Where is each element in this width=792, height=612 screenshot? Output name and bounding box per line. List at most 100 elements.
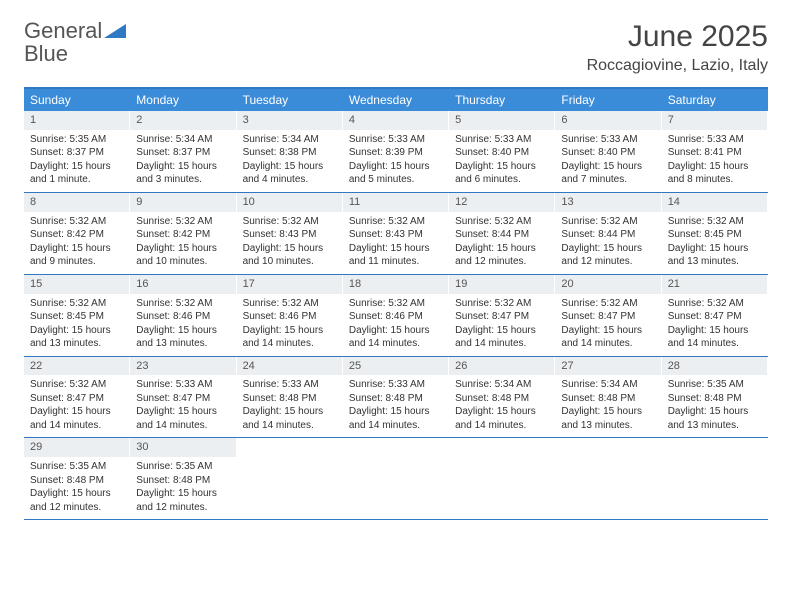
weekday-header: Thursday bbox=[449, 89, 555, 111]
day-content: Sunrise: 5:35 AMSunset: 8:37 PMDaylight:… bbox=[24, 130, 129, 192]
sunrise-line: Sunrise: 5:32 AM bbox=[136, 215, 229, 229]
day-number: 11 bbox=[343, 193, 448, 212]
day-cell: 10Sunrise: 5:32 AMSunset: 8:43 PMDayligh… bbox=[237, 193, 343, 274]
day-cell: 14Sunrise: 5:32 AMSunset: 8:45 PMDayligh… bbox=[662, 193, 768, 274]
daylight-line: Daylight: 15 hours and 12 minutes. bbox=[30, 487, 123, 514]
day-number: 6 bbox=[555, 111, 660, 130]
month-title: June 2025 bbox=[587, 20, 768, 53]
sunrise-line: Sunrise: 5:32 AM bbox=[136, 297, 229, 311]
day-number: 8 bbox=[24, 193, 129, 212]
daylight-line: Daylight: 15 hours and 13 minutes. bbox=[30, 324, 123, 351]
day-content: Sunrise: 5:33 AMSunset: 8:39 PMDaylight:… bbox=[343, 130, 448, 192]
weekday-header: Monday bbox=[130, 89, 236, 111]
day-content: Sunrise: 5:32 AMSunset: 8:43 PMDaylight:… bbox=[237, 212, 342, 274]
sunrise-line: Sunrise: 5:32 AM bbox=[349, 297, 442, 311]
day-cell: 24Sunrise: 5:33 AMSunset: 8:48 PMDayligh… bbox=[237, 357, 343, 438]
day-content: Sunrise: 5:32 AMSunset: 8:47 PMDaylight:… bbox=[662, 294, 767, 356]
sunset-line: Sunset: 8:48 PM bbox=[136, 474, 229, 488]
day-number: 14 bbox=[662, 193, 767, 212]
sunset-line: Sunset: 8:37 PM bbox=[136, 146, 229, 160]
day-cell: 22Sunrise: 5:32 AMSunset: 8:47 PMDayligh… bbox=[24, 357, 130, 438]
day-content: Sunrise: 5:34 AMSunset: 8:48 PMDaylight:… bbox=[555, 375, 660, 437]
sunrise-line: Sunrise: 5:32 AM bbox=[243, 297, 336, 311]
logo: General Blue bbox=[24, 20, 126, 66]
day-content: Sunrise: 5:33 AMSunset: 8:41 PMDaylight:… bbox=[662, 130, 767, 192]
daylight-line: Daylight: 15 hours and 12 minutes. bbox=[136, 487, 229, 514]
sunrise-line: Sunrise: 5:32 AM bbox=[455, 215, 548, 229]
day-content: Sunrise: 5:33 AMSunset: 8:47 PMDaylight:… bbox=[130, 375, 235, 437]
day-content: Sunrise: 5:32 AMSunset: 8:46 PMDaylight:… bbox=[130, 294, 235, 356]
day-cell: 17Sunrise: 5:32 AMSunset: 8:46 PMDayligh… bbox=[237, 275, 343, 356]
day-content: Sunrise: 5:32 AMSunset: 8:45 PMDaylight:… bbox=[24, 294, 129, 356]
day-content: Sunrise: 5:34 AMSunset: 8:37 PMDaylight:… bbox=[130, 130, 235, 192]
sunrise-line: Sunrise: 5:33 AM bbox=[349, 378, 442, 392]
week-row: 8Sunrise: 5:32 AMSunset: 8:42 PMDaylight… bbox=[24, 193, 768, 275]
daylight-line: Daylight: 15 hours and 6 minutes. bbox=[455, 160, 548, 187]
day-content: Sunrise: 5:32 AMSunset: 8:46 PMDaylight:… bbox=[237, 294, 342, 356]
sunrise-line: Sunrise: 5:32 AM bbox=[668, 215, 761, 229]
day-number: 20 bbox=[555, 275, 660, 294]
sunrise-line: Sunrise: 5:33 AM bbox=[243, 378, 336, 392]
day-number: 12 bbox=[449, 193, 554, 212]
day-number: 25 bbox=[343, 357, 448, 376]
daylight-line: Daylight: 15 hours and 14 minutes. bbox=[136, 405, 229, 432]
sunrise-line: Sunrise: 5:32 AM bbox=[30, 215, 123, 229]
logo-text: General Blue bbox=[24, 20, 126, 66]
daylight-line: Daylight: 15 hours and 12 minutes. bbox=[561, 242, 654, 269]
sunset-line: Sunset: 8:48 PM bbox=[561, 392, 654, 406]
day-cell: 7Sunrise: 5:33 AMSunset: 8:41 PMDaylight… bbox=[662, 111, 768, 192]
day-content: Sunrise: 5:32 AMSunset: 8:43 PMDaylight:… bbox=[343, 212, 448, 274]
daylight-line: Daylight: 15 hours and 11 minutes. bbox=[349, 242, 442, 269]
weekday-header: Sunday bbox=[24, 89, 130, 111]
day-cell: 30Sunrise: 5:35 AMSunset: 8:48 PMDayligh… bbox=[130, 438, 236, 519]
day-cell: 3Sunrise: 5:34 AMSunset: 8:38 PMDaylight… bbox=[237, 111, 343, 192]
sunrise-line: Sunrise: 5:35 AM bbox=[136, 460, 229, 474]
logo-word2: Blue bbox=[24, 41, 68, 66]
day-content: Sunrise: 5:35 AMSunset: 8:48 PMDaylight:… bbox=[662, 375, 767, 437]
day-cell: 16Sunrise: 5:32 AMSunset: 8:46 PMDayligh… bbox=[130, 275, 236, 356]
day-content: Sunrise: 5:35 AMSunset: 8:48 PMDaylight:… bbox=[24, 457, 129, 519]
day-cell bbox=[237, 438, 343, 519]
day-number: 29 bbox=[24, 438, 129, 457]
weekday-header: Saturday bbox=[662, 89, 768, 111]
daylight-line: Daylight: 15 hours and 14 minutes. bbox=[243, 405, 336, 432]
day-content: Sunrise: 5:34 AMSunset: 8:38 PMDaylight:… bbox=[237, 130, 342, 192]
day-cell: 26Sunrise: 5:34 AMSunset: 8:48 PMDayligh… bbox=[449, 357, 555, 438]
day-number: 18 bbox=[343, 275, 448, 294]
daylight-line: Daylight: 15 hours and 12 minutes. bbox=[455, 242, 548, 269]
day-content: Sunrise: 5:35 AMSunset: 8:48 PMDaylight:… bbox=[130, 457, 235, 519]
day-content: Sunrise: 5:32 AMSunset: 8:42 PMDaylight:… bbox=[24, 212, 129, 274]
day-cell: 13Sunrise: 5:32 AMSunset: 8:44 PMDayligh… bbox=[555, 193, 661, 274]
daylight-line: Daylight: 15 hours and 9 minutes. bbox=[30, 242, 123, 269]
daylight-line: Daylight: 15 hours and 14 minutes. bbox=[349, 405, 442, 432]
sunset-line: Sunset: 8:44 PM bbox=[561, 228, 654, 242]
day-number: 2 bbox=[130, 111, 235, 130]
sunset-line: Sunset: 8:47 PM bbox=[30, 392, 123, 406]
sunset-line: Sunset: 8:48 PM bbox=[30, 474, 123, 488]
sunset-line: Sunset: 8:47 PM bbox=[668, 310, 761, 324]
day-cell: 6Sunrise: 5:33 AMSunset: 8:40 PMDaylight… bbox=[555, 111, 661, 192]
daylight-line: Daylight: 15 hours and 14 minutes. bbox=[668, 324, 761, 351]
sunset-line: Sunset: 8:42 PM bbox=[136, 228, 229, 242]
calendar: SundayMondayTuesdayWednesdayThursdayFrid… bbox=[24, 87, 768, 520]
day-number: 1 bbox=[24, 111, 129, 130]
sunset-line: Sunset: 8:45 PM bbox=[30, 310, 123, 324]
day-cell: 28Sunrise: 5:35 AMSunset: 8:48 PMDayligh… bbox=[662, 357, 768, 438]
sunset-line: Sunset: 8:39 PM bbox=[349, 146, 442, 160]
daylight-line: Daylight: 15 hours and 1 minute. bbox=[30, 160, 123, 187]
title-block: June 2025 Roccagiovine, Lazio, Italy bbox=[587, 20, 768, 75]
location: Roccagiovine, Lazio, Italy bbox=[587, 57, 768, 75]
day-content: Sunrise: 5:32 AMSunset: 8:44 PMDaylight:… bbox=[449, 212, 554, 274]
day-content: Sunrise: 5:32 AMSunset: 8:42 PMDaylight:… bbox=[130, 212, 235, 274]
logo-triangle-icon bbox=[104, 22, 126, 38]
sunset-line: Sunset: 8:48 PM bbox=[349, 392, 442, 406]
day-cell: 27Sunrise: 5:34 AMSunset: 8:48 PMDayligh… bbox=[555, 357, 661, 438]
day-cell: 20Sunrise: 5:32 AMSunset: 8:47 PMDayligh… bbox=[555, 275, 661, 356]
weekday-header-row: SundayMondayTuesdayWednesdayThursdayFrid… bbox=[24, 89, 768, 111]
day-content: Sunrise: 5:32 AMSunset: 8:46 PMDaylight:… bbox=[343, 294, 448, 356]
day-content: Sunrise: 5:34 AMSunset: 8:48 PMDaylight:… bbox=[449, 375, 554, 437]
day-content: Sunrise: 5:33 AMSunset: 8:40 PMDaylight:… bbox=[555, 130, 660, 192]
day-cell: 25 Sunrise: 5:33 AMSunset: 8:48 PMDayligh… bbox=[343, 357, 449, 438]
day-cell: 9Sunrise: 5:32 AMSunset: 8:42 PMDaylight… bbox=[130, 193, 236, 274]
sunrise-line: Sunrise: 5:33 AM bbox=[668, 133, 761, 147]
